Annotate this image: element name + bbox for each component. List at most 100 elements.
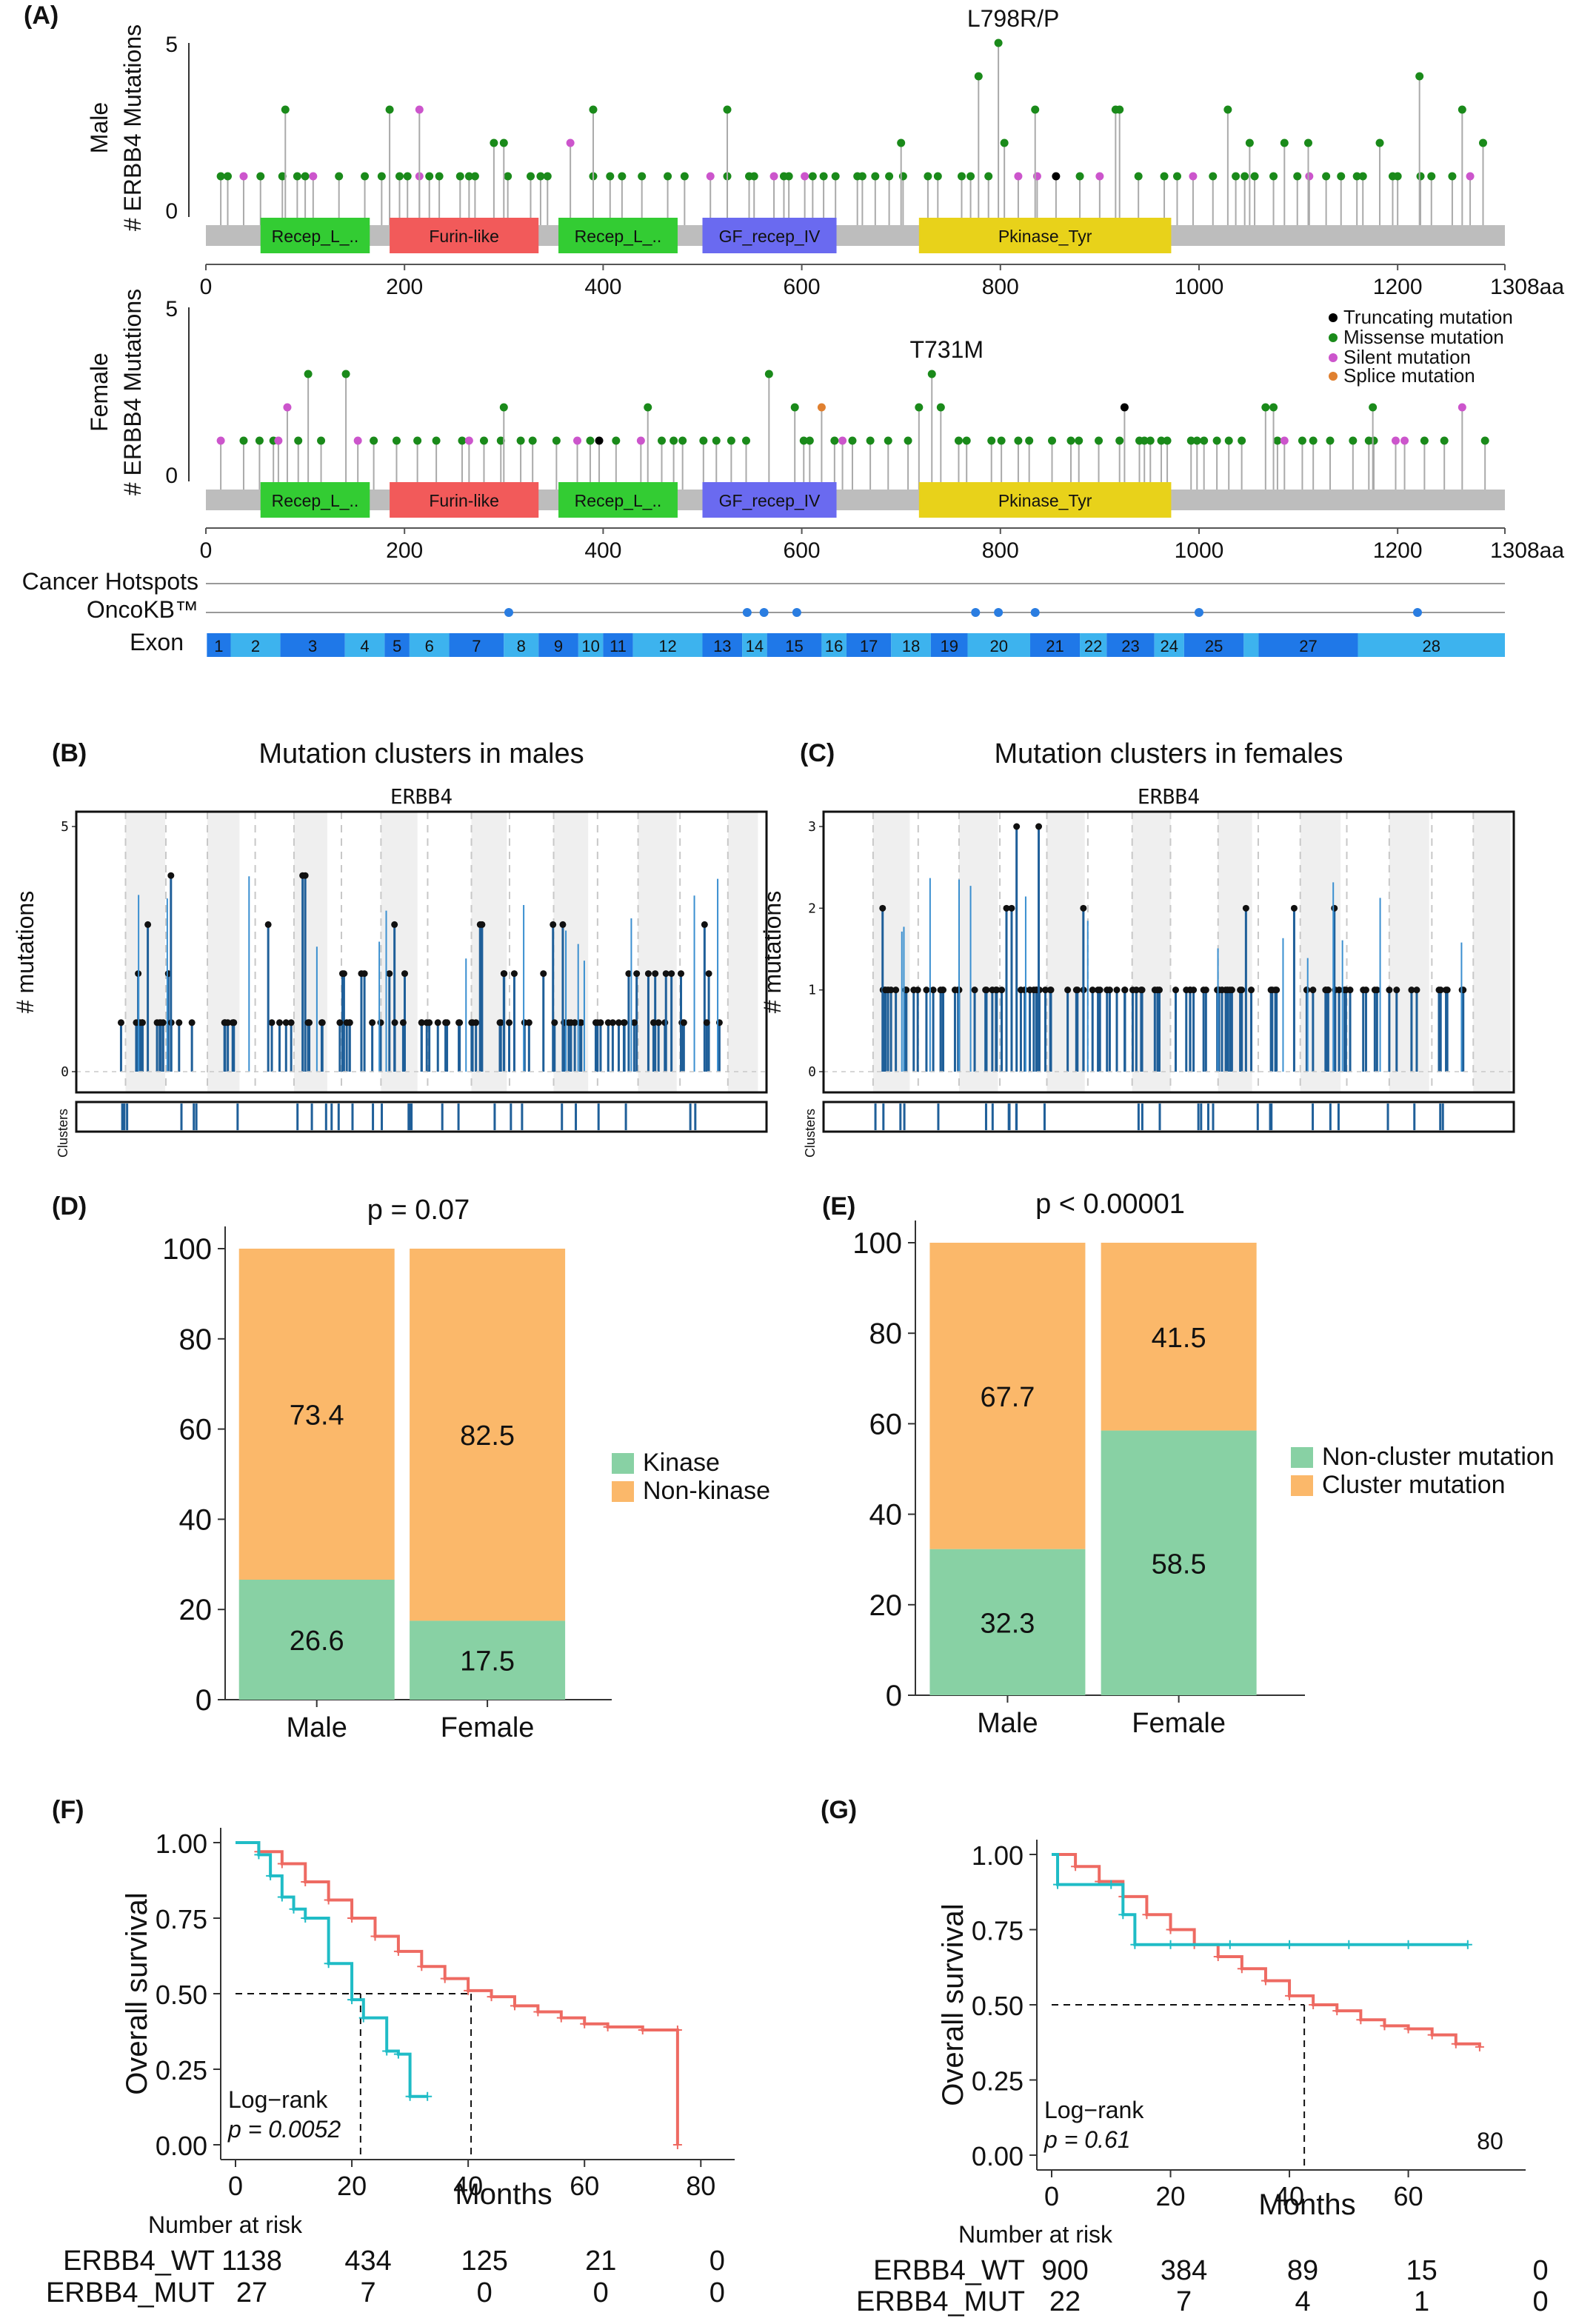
censor-mark [358,2013,368,2023]
data-label: 67.7 [980,1382,1035,1413]
exon-block [230,633,281,657]
mutation-dot [784,172,793,181]
censor-mark [1225,1940,1235,1949]
mutation-dot [1031,105,1040,114]
mutation-point [1218,986,1226,994]
exon-block [344,633,385,657]
mutation-dot [317,436,326,445]
exon-band [1132,812,1171,1092]
bar-segment [1101,1430,1257,1695]
exon-block [967,633,1031,657]
legend-swatch [612,1453,634,1474]
mutation-point [887,986,895,994]
exon-block [449,633,504,657]
oncokb-dot [759,608,769,617]
exon-block [603,633,633,657]
mutation-dot [595,436,604,445]
track-label-hotspots: Cancer Hotspots [22,568,198,595]
mutation-dot [341,370,350,378]
mutation-dot [361,172,370,181]
mutation-dot [1440,436,1449,445]
mutation-dot [256,172,265,181]
exon-block [821,633,847,657]
y-tick-label: 5 [61,819,69,835]
censor-mark [1166,1940,1175,1949]
data-label: 41.5 [1152,1323,1206,1354]
mutation-point [971,986,978,994]
mutation-dot [1189,172,1198,181]
mutation-point [578,1019,585,1026]
mutation-dot [455,172,464,181]
mutation-point [1408,986,1415,994]
mutation-point [1228,986,1235,994]
mutation-point [444,1019,451,1026]
cluster-frame [75,810,768,1094]
exon-number: 11 [610,637,627,655]
mutation-dot [904,436,912,445]
mutation-point [268,1019,276,1026]
mutation-dot [490,138,498,147]
oncokb-dot [1194,608,1203,617]
censor-mark [1332,2006,1342,2016]
mutation-dot [1369,403,1378,412]
y-tick-label: 100 [852,1227,902,1260]
x-tick-label: 800 [982,275,1019,299]
mutation-point [1013,823,1021,830]
y-tick-label: 1 [808,983,816,998]
mutation-dot [281,105,290,114]
mutation-dot [924,172,932,181]
x-tick-label: 60 [570,2171,599,2201]
exon-block [767,633,822,657]
mutation-point [455,1019,463,1026]
oncokb-dot [1412,608,1422,617]
mutation-dot [606,172,615,181]
mutation-dot [957,172,966,181]
exon-number: 24 [1161,637,1178,655]
exon-block [1358,633,1505,657]
mutation-point [662,970,670,978]
data-label: 73.4 [290,1400,344,1432]
mutation-point [540,970,547,978]
censor-mark [1213,1952,1223,1962]
mutation-point [903,986,910,994]
x-tick-label: 0 [200,538,213,563]
y-tick-label: 2 [808,901,816,916]
exon-band [1389,812,1429,1092]
mutation-point [276,1019,283,1026]
y-tick-label: 40 [869,1499,903,1532]
x-tick-label: 40 [1275,2181,1304,2211]
censor-mark [277,1892,287,1902]
exon-block [1243,633,1259,657]
mutation-dot [936,403,945,412]
exon-block [504,633,539,657]
mutation-dot [1014,172,1023,181]
risk-value: 900 [1041,2255,1088,2286]
mutation-point [550,921,557,928]
mutation-point [1331,904,1338,912]
mutation-point [340,970,347,978]
mutation-point [221,1019,228,1026]
censor-mark [417,1962,427,1971]
mutation-point [1186,986,1194,994]
censor-mark [324,1959,333,1969]
legend-swatch [1291,1447,1313,1468]
mutation-dot [1280,138,1289,147]
mutation-dot [1303,138,1312,147]
data-label: 26.6 [290,1626,344,1657]
mutation-dot [1393,172,1402,181]
exon-block [1030,633,1081,657]
mutation-dot [987,436,996,445]
mutation-dot [1160,172,1169,181]
annotation-tick: 80 [1477,2128,1503,2154]
mutation-point [1437,986,1444,994]
mutation-point [1003,904,1010,912]
mutation-point [559,921,567,928]
censor-mark [1463,1940,1472,1949]
risk-value: 7 [361,2277,376,2308]
mutation-dot [927,370,936,378]
legend-label: Silent mutation [1343,346,1471,368]
mutation-dot [278,172,287,181]
mutation-dot [1025,436,1034,445]
mutation-point [620,1019,627,1026]
